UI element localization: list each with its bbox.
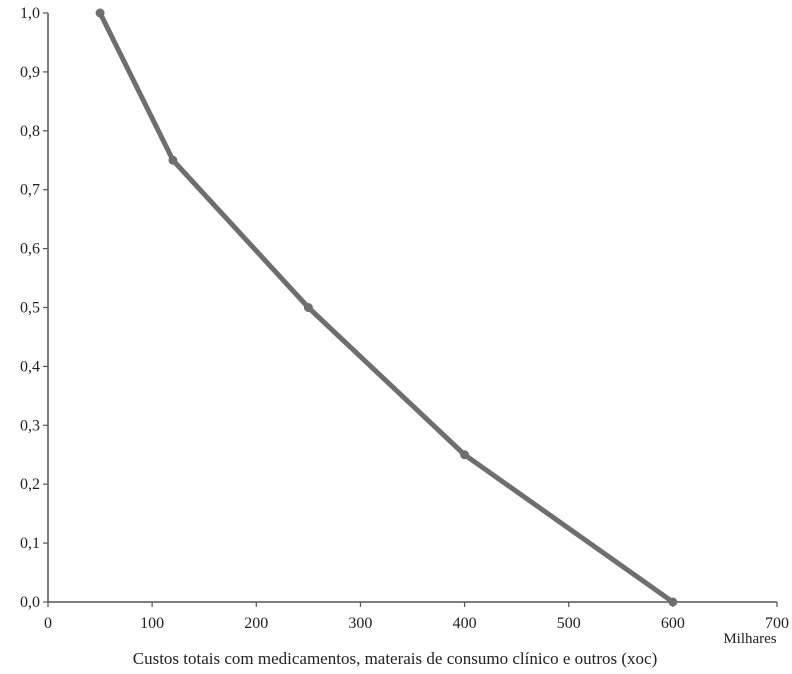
x-ticks: 0 100 200 300 400 500 600 700: [44, 602, 789, 632]
x-tick-label: 100: [140, 615, 164, 632]
y-tick-label: 0,7: [20, 182, 40, 199]
data-point: [460, 450, 470, 460]
data-point: [303, 303, 313, 312]
x-tick-label: 400: [453, 615, 477, 632]
x-tick-label: 300: [348, 615, 372, 632]
y-tick-label: 0,3: [20, 417, 40, 434]
x-axis-title: Custos totais com medicamentos, materais…: [133, 649, 658, 668]
series-line: [97, 10, 676, 605]
data-point: [95, 8, 105, 18]
x-tick-label: 600: [661, 615, 685, 632]
y-ticks: 0,0 0,1 0,2 0,3 0,4 0,5 0,6 0,7 0,8 0,9 1,0: [20, 5, 48, 611]
data-point: [668, 597, 678, 607]
y-tick-label: 0,1: [20, 535, 40, 552]
y-tick-label: 0,6: [20, 241, 40, 258]
x-tick-label: 700: [765, 615, 789, 632]
y-tick-label: 0,5: [20, 300, 40, 317]
x-tick-label: 200: [244, 615, 268, 632]
y-tick-label: 1,0: [20, 5, 40, 22]
y-tick-label: 0,9: [20, 64, 40, 81]
y-tick-label: 0,4: [20, 358, 40, 375]
axes: [47, 13, 777, 603]
y-tick-label: 0,0: [20, 594, 40, 611]
x-tick-label: 0: [44, 615, 52, 632]
x-tick-label: 500: [557, 615, 581, 632]
y-tick-label: 0,2: [20, 476, 40, 493]
data-point: [168, 155, 178, 165]
x-unit-label: Milhares: [723, 631, 776, 647]
y-tick-label: 0,8: [20, 123, 40, 140]
series: [95, 8, 678, 607]
